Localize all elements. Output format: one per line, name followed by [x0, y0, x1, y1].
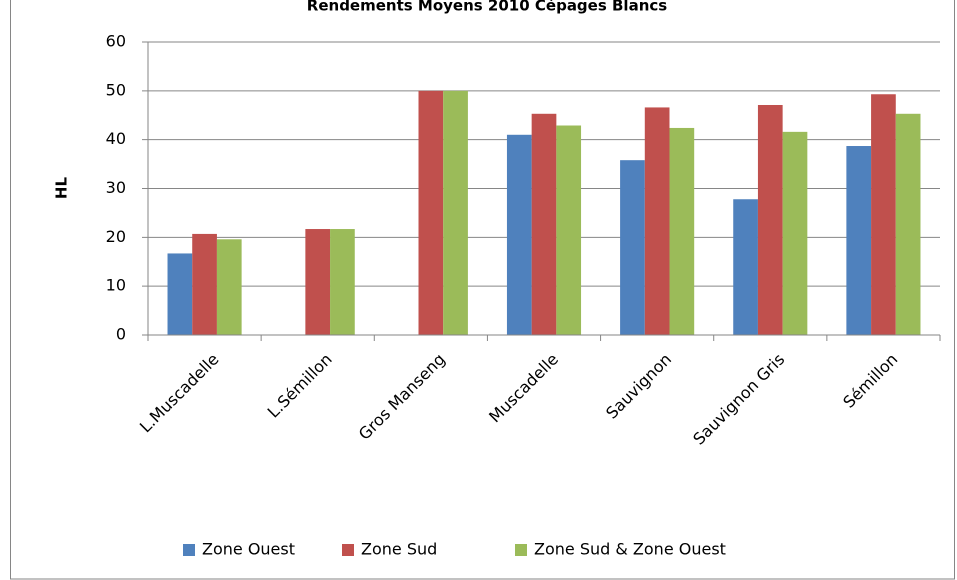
legend-swatch — [515, 544, 527, 556]
bar — [782, 131, 808, 335]
bar — [418, 90, 444, 335]
legend-label: Zone Sud — [361, 540, 437, 559]
bar — [757, 104, 783, 336]
y-tick-label: 60 — [106, 32, 126, 51]
legend-swatch — [183, 544, 195, 556]
bar — [895, 113, 921, 335]
bar — [846, 146, 872, 335]
bar — [733, 199, 758, 335]
bar — [506, 134, 532, 335]
legend-label: Zone Ouest — [202, 540, 295, 559]
bar — [216, 239, 242, 335]
bar — [620, 160, 645, 335]
bar — [531, 113, 557, 335]
bar — [192, 233, 217, 335]
bar — [871, 94, 896, 335]
bar — [443, 90, 468, 335]
y-tick-label: 50 — [106, 80, 126, 99]
bar — [644, 107, 670, 335]
bar — [305, 229, 331, 335]
bar — [556, 125, 582, 335]
legend-swatch — [342, 544, 354, 556]
chart-title: Rendements Moyens 2010 Cépages Blancs — [307, 0, 667, 15]
y-tick-label: 40 — [106, 129, 126, 148]
bar — [167, 253, 193, 335]
chart-border — [10, 0, 955, 580]
bar — [669, 127, 695, 336]
y-tick-label: 30 — [106, 178, 126, 197]
legend-label: Zone Sud & Zone Ouest — [534, 540, 726, 559]
y-tick-label: 10 — [106, 276, 126, 295]
y-tick-label: 20 — [106, 227, 126, 246]
bar — [330, 229, 355, 335]
y-axis-label: HL — [53, 177, 71, 200]
y-tick-label: 0 — [116, 325, 126, 344]
